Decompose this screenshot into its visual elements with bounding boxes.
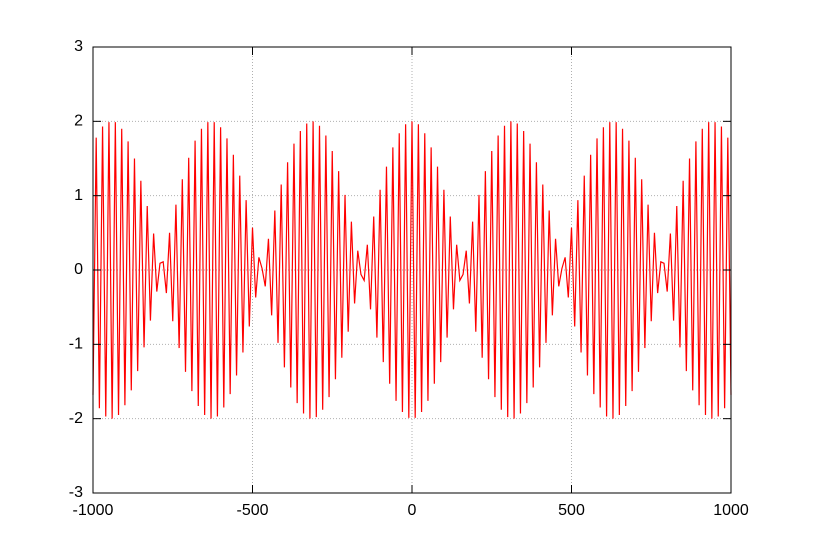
x-tick-label: 500 [558,502,585,519]
x-tick-label: 1000 [713,502,749,519]
y-tick-label: 0 [74,261,83,278]
x-tick-label: -500 [236,502,268,519]
y-tick-label: 1 [74,187,83,204]
y-tick-label: -1 [69,336,83,353]
data-line [92,121,732,419]
y-tick-label: -3 [69,484,83,501]
x-tick-label: 0 [408,502,417,519]
y-tick-label: 2 [74,113,83,130]
y-tick-label: -2 [69,410,83,427]
x-tick-label: -1000 [73,502,114,519]
axes: -3 -2 -1 0 1 2 3 -1000 -500 0 500 1000 [69,38,749,519]
plot-area [92,121,732,419]
y-tick-label: 3 [74,38,83,55]
